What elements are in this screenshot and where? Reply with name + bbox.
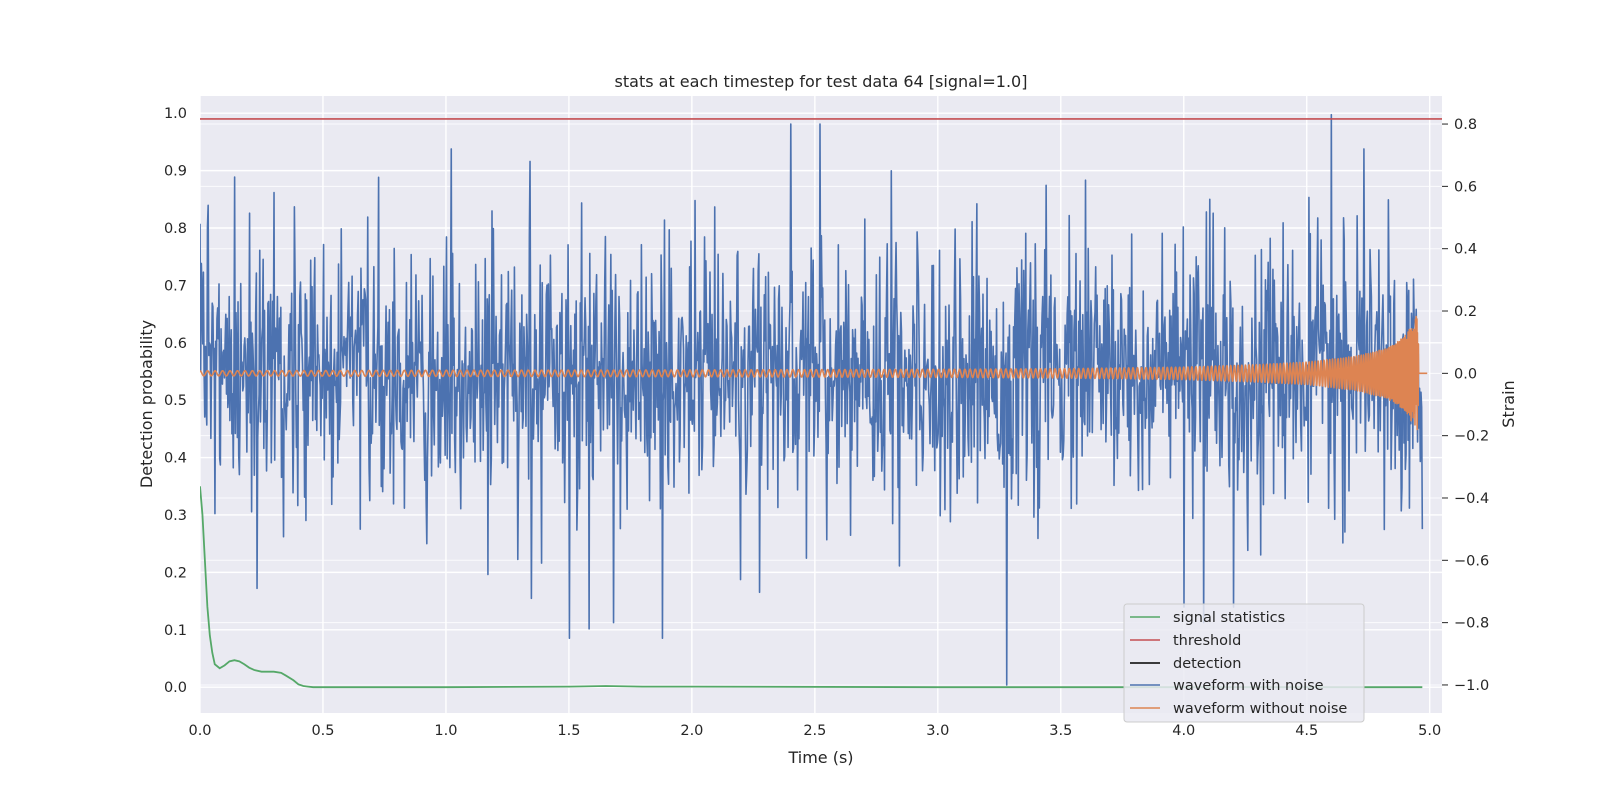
legend-label-waveform-with-noise: waveform with noise [1173,678,1324,694]
x-tick-label: 4.5 [1295,723,1318,739]
y-tick-label: 0.2 [164,565,187,581]
series-waveform-with-noise [200,113,1424,686]
y-axis-title: Detection probability [137,320,156,488]
y-tick-label: 0.4 [164,451,187,467]
y2-tick-label: −1.0 [1454,678,1489,694]
y-tick-label: 0.9 [164,164,187,180]
y2-tick-label: 0.0 [1454,366,1477,382]
x-tick-label: 4.0 [1172,723,1195,739]
series-area [200,113,1442,689]
y2-tick-label: 0.4 [1454,242,1477,258]
y2-tick-label: 0.2 [1454,304,1477,320]
legend-entry-signal-statistics: signal statistics [1130,610,1285,626]
y-tick-label: 0.7 [164,278,187,294]
x-tick-label: 0.0 [188,723,211,739]
legend-box [1123,603,1365,723]
y2-tick-label: −0.6 [1454,553,1489,569]
y-tick-label: 0.8 [164,221,187,237]
x-tick-label: 2.0 [680,723,703,739]
legend: signal statistics threshold detection wa… [1123,603,1365,723]
legend-label-threshold: threshold [1173,633,1241,649]
x-tick-label: 1.5 [557,723,580,739]
x-tick-label: 3.5 [1049,723,1072,739]
y-tick-label: 0.3 [164,508,187,524]
ticks: 0.0 0.5 1.0 1.5 2.0 2.5 3.0 3.5 4.0 4.5 5.0 0.0 0.1 0… [164,106,1489,739]
legend-entry-waveform-with-noise: waveform with noise [1130,678,1324,694]
legend-label-waveform-without-noise: waveform without noise [1173,701,1347,717]
y2-axis-title: Strain [1499,380,1518,427]
legend-label-signal-statistics: signal statistics [1173,610,1285,626]
y-tick-label: 0.5 [164,393,187,409]
y-tick-label: 1.0 [164,106,187,122]
chart-title: stats at each timestep for test data 64 … [615,72,1028,91]
legend-entry-waveform-without-noise: waveform without noise [1130,701,1347,717]
x-tick-label: 2.5 [803,723,826,739]
legend-label-detection: detection [1173,656,1241,672]
series-waveform-without-noise [200,315,1428,431]
y2-tick-label: −0.4 [1454,491,1489,507]
x-axis-title: Time (s) [787,748,853,767]
y2-tick-label: −0.2 [1454,429,1489,445]
x-tick-label: 0.5 [311,723,334,739]
series-signal-statistics [200,486,1423,689]
x-tick-label: 1.0 [434,723,457,739]
y-tick-label: 0.6 [164,336,187,352]
y2-tick-label: −0.8 [1454,616,1489,632]
y-tick-label: 0.0 [164,680,187,696]
legend-entry-detection: detection [1130,656,1241,672]
x-tick-label: 5.0 [1418,723,1441,739]
y2-tick-label: 0.8 [1454,117,1477,133]
legend-entry-threshold: threshold [1130,633,1241,649]
y-tick-label: 0.1 [164,623,187,639]
x-tick-label: 3.0 [926,723,949,739]
y2-tick-label: 0.6 [1454,179,1477,195]
